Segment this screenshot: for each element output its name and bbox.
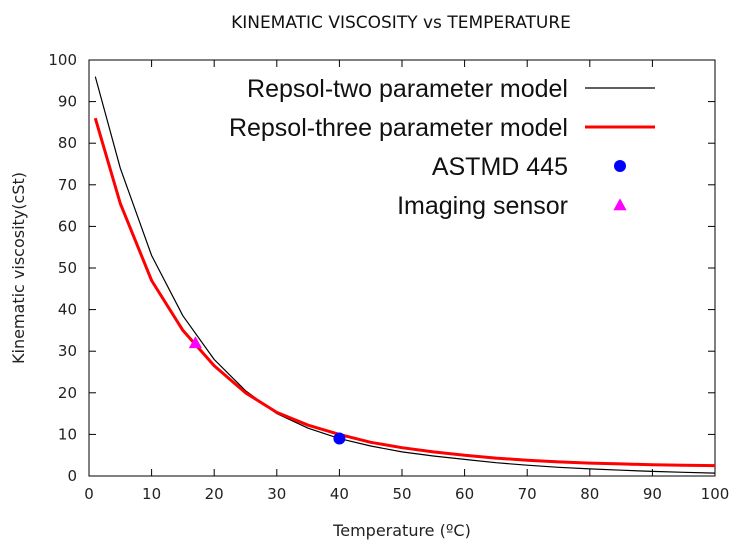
y-tick-label: 40 [58,301,77,319]
x-tick-label: 10 [142,485,161,503]
x-tick-label: 60 [455,485,474,503]
y-tick-label: 20 [58,384,77,402]
y-tick-label: 50 [58,259,77,277]
x-tick-label: 0 [84,485,94,503]
x-tick-label: 70 [518,485,537,503]
y-tick-label: 90 [58,93,77,111]
y-tick-label: 0 [67,467,77,485]
x-tick-label: 20 [205,485,224,503]
data-point-astmd-445 [333,432,346,445]
y-tick-label: 80 [58,134,77,152]
legend-swatch-imaging-sensor [613,198,627,211]
x-tick-label: 90 [643,485,662,503]
x-tick-label: 40 [330,485,349,503]
data-point-imaging-sensor [188,336,203,349]
y-tick-label: 100 [48,51,77,69]
x-axis-label: Temperature (ºC) [332,521,471,540]
x-tick-label: 80 [580,485,599,503]
legend-label-repsol-three-parameter-model: Repsol-three parameter model [229,114,568,142]
x-axis: 0 10 20 30 40 50 60 70 80 90 100 [84,60,729,503]
legend-label-imaging-sensor: Imaging sensor [397,192,568,220]
x-tick-label: 30 [267,485,286,503]
y-tick-label: 30 [58,342,77,360]
y-axis: 0 10 20 30 40 50 60 70 80 90 100 [48,51,715,485]
x-tick-label: 50 [392,485,411,503]
legend: Repsol-two parameter model Repsol-three p… [229,75,655,220]
chart-title: KINEMATIC VISCOSITY vs TEMPERATURE [231,13,571,33]
y-tick-label: 10 [58,425,77,443]
series-line-repsol-two-parameter-model [94,76,716,474]
series-layer [93,76,716,474]
legend-label-astmd-445: ASTMD 445 [432,153,568,181]
x-tick-label: 100 [701,485,730,503]
y-tick-label: 60 [58,217,77,235]
legend-label-repsol-two-parameter-model: Repsol-two parameter model [247,75,568,103]
legend-swatch-astmd-445 [614,160,626,172]
y-tick-label: 70 [58,176,77,194]
y-axis-label: Kinematic viscosity(cSt) [9,172,28,364]
